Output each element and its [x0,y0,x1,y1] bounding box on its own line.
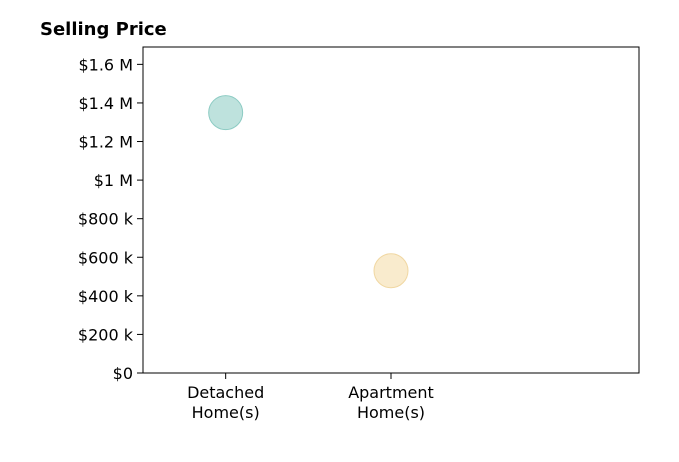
plot-area-frame [142,46,640,374]
x-tick-label: Detached Home(s) [187,383,264,422]
data-points [208,95,409,289]
y-axis: $0 $200 k $400 k $600 k $800 k $1 M $1.2 M $1.4… [78,55,143,383]
y-tick-label: $1.6 M [78,55,133,74]
chart-title: Selling Price [40,19,167,40]
x-tick-label: Apartment Home(s) [348,383,434,422]
y-tick-label: $600 k [78,248,134,267]
x-tick-label-line: Apartment [348,383,434,402]
x-tick-label-line: Home(s) [357,403,425,422]
data-point [208,95,244,131]
y-tick-label: $1.2 M [78,133,133,152]
y-tick-label: $1.4 M [78,94,133,113]
y-tick-label: $400 k [78,287,134,306]
x-tick-label-line: Detached [187,383,264,402]
y-tick-label: $1 M [94,171,133,190]
y-tick-label: $200 k [78,325,134,344]
x-axis: Detached Home(s)Apartment Home(s) [187,373,434,422]
data-point [373,253,409,289]
y-tick-label: $0 [113,364,133,383]
x-tick-label-line: Home(s) [192,403,260,422]
y-tick-label: $800 k [78,210,134,229]
